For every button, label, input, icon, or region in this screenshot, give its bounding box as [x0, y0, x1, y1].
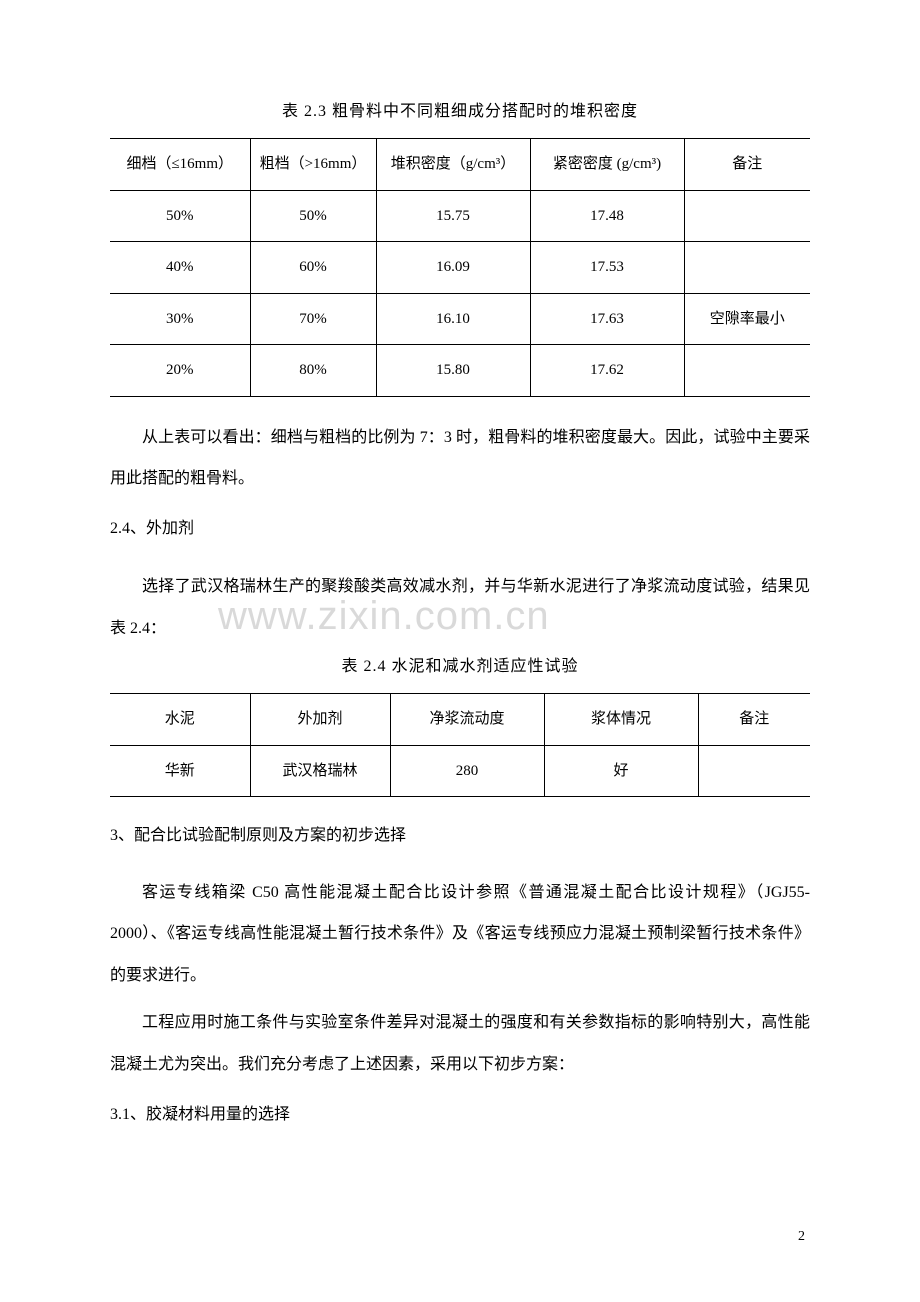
table-cell — [684, 242, 810, 294]
table-row: 30% 70% 16.10 17.63 空隙率最小 — [110, 293, 810, 345]
table-cell — [684, 190, 810, 242]
table-row: 40% 60% 16.09 17.53 — [110, 242, 810, 294]
table-row: 20% 80% 15.80 17.62 — [110, 345, 810, 397]
table-cell: 50% — [110, 190, 250, 242]
table-2-3-caption: 表 2.3 粗骨料中不同粗细成分搭配时的堆积密度 — [110, 100, 810, 124]
table-row: 细档（≤16mm） 粗档（>16mm） 堆积密度（g/cm³） 紧密密度 (g/… — [110, 139, 810, 191]
table-header-cell: 水泥 — [110, 694, 250, 746]
table-header-cell: 堆积密度（g/cm³） — [376, 139, 530, 191]
table-cell: 40% — [110, 242, 250, 294]
paragraph-mix-design: 客运专线箱梁 C50 高性能混凝土配合比设计参照《普通混凝土配合比设计规程》（J… — [110, 872, 810, 997]
table-cell: 17.48 — [530, 190, 684, 242]
page-content: 表 2.3 粗骨料中不同粗细成分搭配时的堆积密度 细档（≤16mm） 粗档（>1… — [110, 100, 810, 1134]
table-header-cell: 净浆流动度 — [390, 694, 544, 746]
table-cell: 15.80 — [376, 345, 530, 397]
table-cell: 50% — [250, 190, 376, 242]
heading-3-1: 3.1、胶凝材料用量的选择 — [110, 1096, 810, 1134]
heading-3: 3、配合比试验配制原则及方案的初步选择 — [110, 817, 810, 855]
table-cell: 17.53 — [530, 242, 684, 294]
page-number: 2 — [798, 1226, 805, 1247]
table-cell — [684, 345, 810, 397]
paragraph-construction: 工程应用时施工条件与实验室条件差异对混凝土的强度和有关参数指标的影响特别大，高性… — [110, 1002, 810, 1085]
table-header-cell: 浆体情况 — [544, 694, 698, 746]
table-row: 50% 50% 15.75 17.48 — [110, 190, 810, 242]
table-cell: 武汉格瑞林 — [250, 745, 390, 797]
paragraph-analysis-1: 从上表可以看出：细档与粗档的比例为 7：3 时，粗骨料的堆积密度最大。因此，试验… — [110, 417, 810, 500]
table-cell: 华新 — [110, 745, 250, 797]
table-2-3: 细档（≤16mm） 粗档（>16mm） 堆积密度（g/cm³） 紧密密度 (g/… — [110, 138, 810, 397]
paragraph-admixture: 选择了武汉格瑞林生产的聚羧酸类高效减水剂，并与华新水泥进行了净浆流动度试验，结果… — [110, 566, 810, 649]
table-cell: 16.09 — [376, 242, 530, 294]
table-2-4-caption: 表 2.4 水泥和减水剂适应性试验 — [110, 655, 810, 679]
table-cell: 80% — [250, 345, 376, 397]
table-header-cell: 粗档（>16mm） — [250, 139, 376, 191]
heading-2-4: 2.4、外加剂 — [110, 510, 810, 548]
table-cell: 16.10 — [376, 293, 530, 345]
table-header-cell: 紧密密度 (g/cm³) — [530, 139, 684, 191]
table-cell: 60% — [250, 242, 376, 294]
table-header-cell: 外加剂 — [250, 694, 390, 746]
table-cell: 17.63 — [530, 293, 684, 345]
table-cell: 好 — [544, 745, 698, 797]
table-cell: 空隙率最小 — [684, 293, 810, 345]
table-cell: 20% — [110, 345, 250, 397]
table-cell: 280 — [390, 745, 544, 797]
table-cell: 70% — [250, 293, 376, 345]
table-cell — [698, 745, 810, 797]
table-cell: 17.62 — [530, 345, 684, 397]
table-header-cell: 备注 — [684, 139, 810, 191]
table-row: 水泥 外加剂 净浆流动度 浆体情况 备注 — [110, 694, 810, 746]
table-2-4: 水泥 外加剂 净浆流动度 浆体情况 备注 华新 武汉格瑞林 280 好 — [110, 693, 810, 797]
table-cell: 15.75 — [376, 190, 530, 242]
table-header-cell: 备注 — [698, 694, 810, 746]
table-header-cell: 细档（≤16mm） — [110, 139, 250, 191]
table-row: 华新 武汉格瑞林 280 好 — [110, 745, 810, 797]
table-cell: 30% — [110, 293, 250, 345]
